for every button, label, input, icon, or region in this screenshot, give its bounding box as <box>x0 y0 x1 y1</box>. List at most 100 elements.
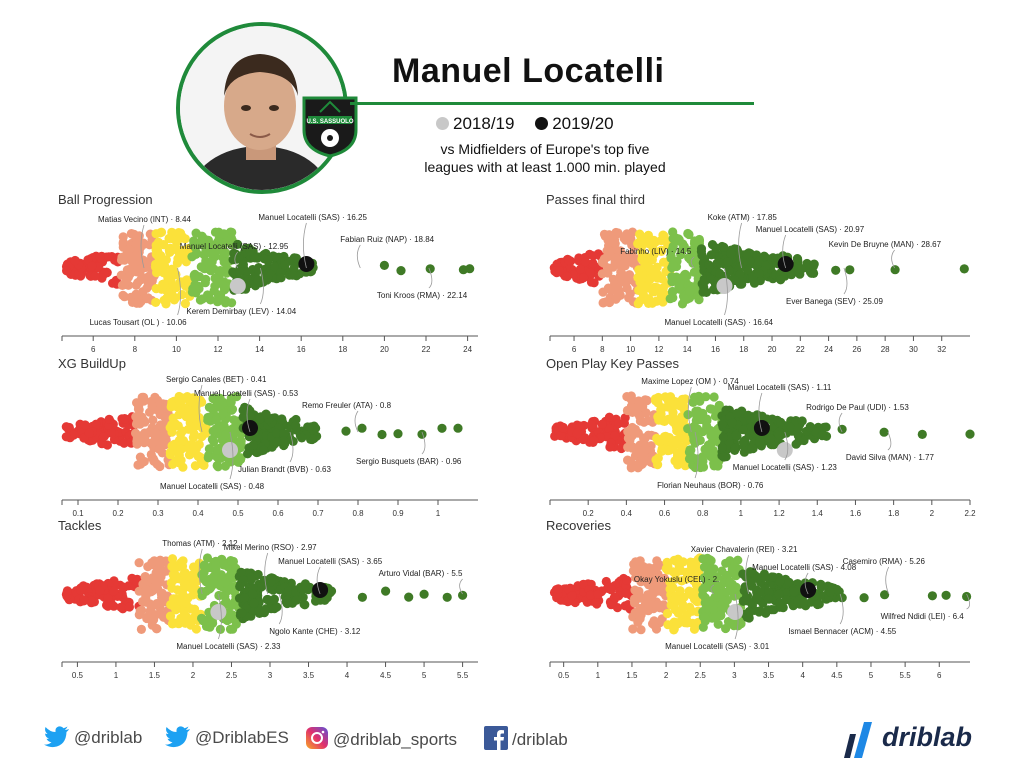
swarm-dot <box>632 448 642 458</box>
swarm-dot <box>147 558 157 568</box>
swarm-dot <box>723 257 733 267</box>
legend-label-prev: 2018/19 <box>453 114 515 133</box>
swarm-dot <box>170 618 180 628</box>
chart-tackles: Tackles Thomas (ATM) · 2.12 Mikel Merino … <box>58 518 528 678</box>
social-twitter-1[interactable]: @driblab <box>44 726 142 748</box>
social-facebook[interactable]: /driblab <box>484 726 568 750</box>
swarm-dot <box>677 449 687 459</box>
swarm-dot <box>238 405 248 415</box>
annotation-label: Florian Neuhaus (BOR) · 0.76 <box>657 481 764 490</box>
annotation-label: Remo Freuler (ATA) · 0.8 <box>302 401 392 410</box>
swarm-dot <box>793 423 803 433</box>
annotation-label: Manuel Locatelli (SAS) · 4.08 <box>752 563 857 572</box>
swarm-dot <box>636 231 646 241</box>
swarm-dot <box>585 268 595 278</box>
outlier-dot <box>962 591 972 602</box>
swarm-dot <box>164 245 174 255</box>
annotation-label: Okay Yokuslu (CEL) · 2. <box>634 575 719 584</box>
social-twitter-2[interactable]: @DriblabES <box>165 726 289 748</box>
swarm-dot <box>763 605 773 615</box>
outlier-dot <box>465 264 475 274</box>
swarm-dot <box>588 251 599 261</box>
swarm-dot <box>205 444 215 454</box>
swarm-dot <box>781 595 791 605</box>
swarm-dot <box>277 415 287 425</box>
annotation-leader <box>891 249 895 269</box>
swarm-dot <box>765 433 775 444</box>
swarm-dot <box>256 582 266 592</box>
swarm-dot <box>178 556 188 566</box>
swarm-dot <box>667 272 677 282</box>
swarm-dot <box>627 403 637 413</box>
annotation-leader <box>839 593 844 625</box>
swarm-dot <box>764 587 774 597</box>
swarm-dot <box>702 553 712 563</box>
x-tick-label: 5.5 <box>900 671 912 678</box>
swarm-dot <box>685 445 695 455</box>
swarm-dot <box>228 255 238 265</box>
swarm-dot <box>262 594 272 605</box>
swarm-dot <box>147 438 157 448</box>
locatelli-prev-marker <box>229 278 246 294</box>
swarm-dot <box>675 422 685 432</box>
swarm-dot <box>706 250 716 260</box>
swarm-dot <box>636 625 646 635</box>
swarm-dot <box>253 275 263 285</box>
swarm-dot <box>744 613 754 623</box>
chart-xg-buildup: XG BuildUp Sergio Canales (BET) · 0.41 Ma… <box>58 356 528 516</box>
swarm-dot <box>615 246 625 256</box>
outlier-dot <box>927 591 937 601</box>
swarm-dot <box>207 434 217 444</box>
outlier-dot <box>377 429 387 440</box>
swarm-dot <box>210 227 221 237</box>
x-tick-label: 5 <box>422 671 427 678</box>
swarm-dot <box>162 293 172 303</box>
swarm-dot <box>64 422 74 433</box>
swarm-dot <box>211 561 221 571</box>
swarm-dot <box>62 266 72 276</box>
x-tick-label: 14 <box>255 345 264 352</box>
outlier-dot <box>453 423 463 433</box>
swarm-dot <box>87 261 97 271</box>
x-tick-label: 8 <box>600 345 605 352</box>
swarm-dot <box>686 561 697 571</box>
x-tick-label: 1.5 <box>626 671 638 678</box>
swarm-dot <box>182 275 192 285</box>
swarm-dot <box>717 442 727 452</box>
locatelli-curr-marker <box>312 582 329 598</box>
x-tick-label: 0.2 <box>583 509 595 516</box>
swarm-dot <box>649 616 659 626</box>
swarm-dot <box>149 456 159 466</box>
swarm-dot <box>191 402 201 412</box>
x-tick-label: 24 <box>463 345 472 352</box>
swarm-dot <box>816 579 826 589</box>
social-instagram[interactable]: @driblab_sports <box>305 726 457 750</box>
swarm-dot <box>742 591 753 601</box>
swarm-dot <box>124 602 134 612</box>
annotation-leader <box>229 431 234 480</box>
swarm-dot <box>663 565 673 575</box>
swarm-dot <box>796 264 807 274</box>
swarm-dot <box>300 600 310 610</box>
swarm-dot <box>726 248 736 258</box>
swarm-dot <box>656 246 666 256</box>
swarm-dot <box>593 589 603 599</box>
x-tick-label: 0.5 <box>232 509 244 516</box>
swarm-dot <box>663 446 673 456</box>
subtitle-line-2: leagues with at least 1.000 min. played <box>424 159 666 175</box>
legend-dot-prev <box>436 117 449 130</box>
swarm-dot <box>630 598 640 608</box>
swarm-dot <box>558 423 568 433</box>
swarm-dot <box>226 600 236 611</box>
x-tick-label: 12 <box>214 345 223 352</box>
swarm-dot <box>62 586 72 596</box>
swarm-dot <box>817 431 827 441</box>
x-tick-label: 0.4 <box>621 509 633 516</box>
swarm-dot <box>691 410 702 420</box>
swarm-dot <box>131 289 141 299</box>
swarm-dot <box>136 459 146 469</box>
swarm-dot <box>767 572 777 582</box>
swarm-dot <box>695 462 706 473</box>
annotation-leader <box>843 267 848 295</box>
x-tick-label: 0.3 <box>152 509 164 516</box>
